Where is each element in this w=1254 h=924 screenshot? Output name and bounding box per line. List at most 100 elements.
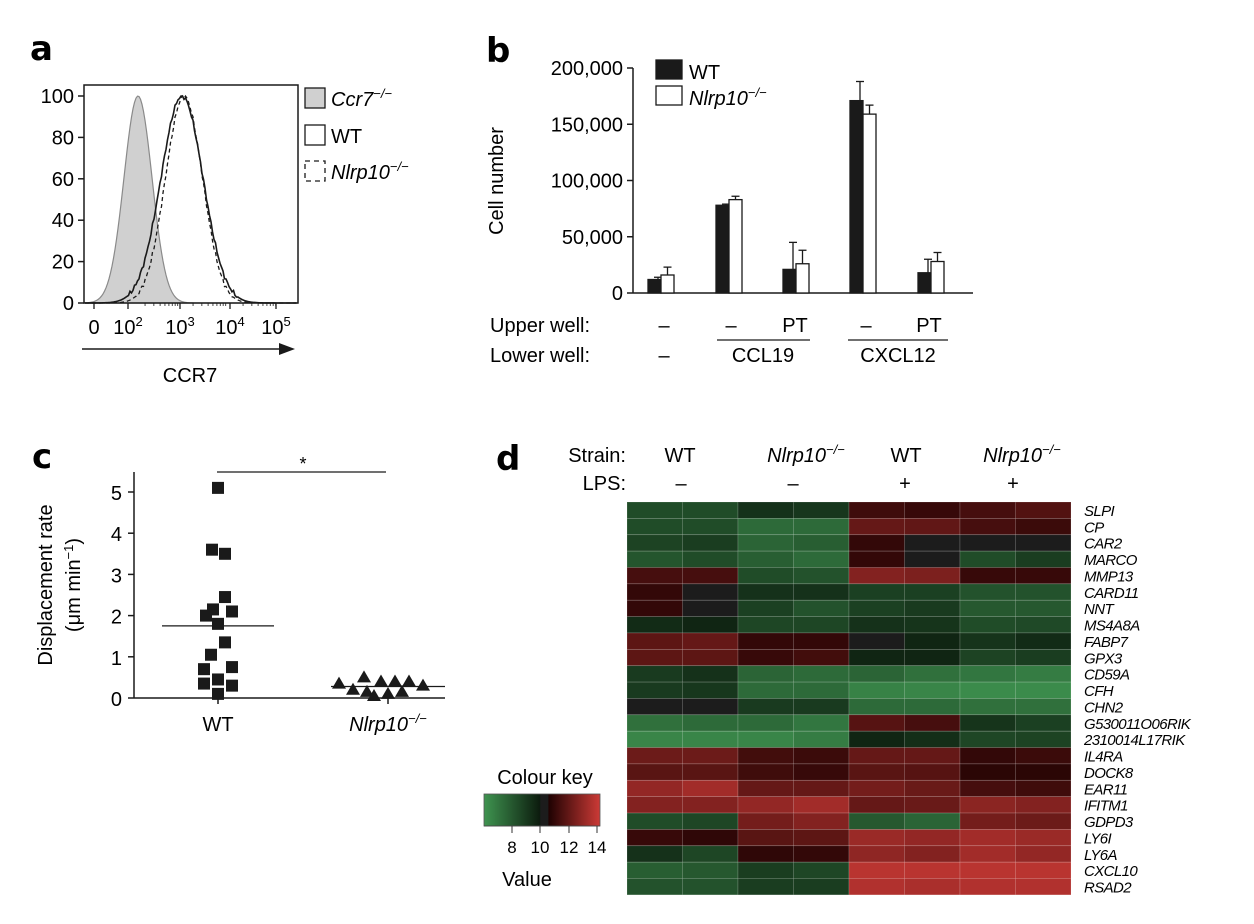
heatmap-cell <box>904 698 961 716</box>
y-tick-label: 0 <box>63 293 74 315</box>
y-tick-label: 0 <box>111 689 122 711</box>
strain-value: WT <box>890 445 921 467</box>
x-axis-ticks: 0 102 103 104 105 <box>88 303 291 339</box>
strain-value-text: WT <box>664 445 695 467</box>
bar-nlrp10-ko <box>862 113 877 294</box>
x-tick-label-text: 10 <box>261 317 283 339</box>
x-axis-label: CCR7 <box>163 365 217 387</box>
gene-label: IFITM1 <box>1084 798 1128 815</box>
heatmap-cell <box>626 829 683 847</box>
heatmap-cell <box>904 648 961 667</box>
heatmap-cell <box>904 796 961 814</box>
heatmap-cell <box>793 550 850 568</box>
heatmap-cell <box>793 714 850 732</box>
lps-value: + <box>1007 473 1019 495</box>
heatmap-cell <box>626 779 683 798</box>
heatmap-cell <box>1015 550 1072 568</box>
heatmap-cell <box>737 632 794 650</box>
colour-key-tick-label: 10 <box>531 838 550 857</box>
colour-key-title: Colour key <box>497 767 593 789</box>
heatmap-cell <box>682 698 739 716</box>
heatmap-cell <box>959 599 1016 617</box>
heatmap-cell <box>1015 829 1072 847</box>
heatmap-cell <box>682 763 739 781</box>
lps-value: + <box>899 473 911 495</box>
heatmap-cell <box>848 632 905 650</box>
gene-label: RSAD2 <box>1084 880 1132 897</box>
heatmap-cell <box>793 534 850 552</box>
heatmap-cell <box>626 632 683 650</box>
heatmap-cell <box>904 665 961 683</box>
y-tick-label: 5 <box>111 483 122 505</box>
heatmap-cell <box>737 616 794 634</box>
lps-label: LPS: <box>583 473 626 495</box>
heatmap-cell <box>848 534 905 552</box>
heatmap-cell <box>848 648 905 667</box>
heatmap-cell <box>793 698 850 716</box>
heatmap-cell <box>626 583 683 601</box>
bar-nlrp10-ko <box>660 274 675 294</box>
heatmap-cell <box>682 747 739 765</box>
data-point-square <box>219 591 231 604</box>
x-tick-label-text: WT <box>202 714 233 736</box>
bar-wt <box>647 278 662 294</box>
heatmap-cell <box>737 550 794 568</box>
panel-b-bar-chart: Cell number 0 50,000 100,000 150,000 200,000… <box>486 58 973 367</box>
heatmap-cell <box>848 714 905 732</box>
panel-letter-a: a <box>30 29 53 69</box>
data-point-triangle <box>416 678 430 691</box>
heatmap-cell <box>737 648 794 667</box>
heatmap-cell <box>737 796 794 814</box>
heatmap-cell <box>793 583 850 601</box>
data-point-triangle <box>381 686 395 699</box>
heatmap-cell <box>1015 665 1072 683</box>
gene-label: LY6A <box>1084 847 1118 864</box>
upper-well-value: PT <box>916 315 942 337</box>
heatmap-cell <box>848 616 905 634</box>
y-tick-label: 20 <box>52 252 74 274</box>
x-tick-label: Nlrp10−/− <box>349 711 427 736</box>
x-tick-label-text: 0 <box>88 317 99 339</box>
data-points <box>162 481 445 701</box>
gene-label: DOCK8 <box>1084 765 1134 782</box>
heatmap-cell <box>1015 779 1072 798</box>
heatmap-cell <box>626 763 683 781</box>
x-tick-label-superscript: −/− <box>408 711 427 726</box>
heatmap-cell <box>626 698 683 716</box>
heatmap-cell <box>959 501 1016 519</box>
y-tick-label: 150,000 <box>551 114 623 136</box>
heatmap-cell <box>793 829 850 847</box>
heatmap-cell <box>904 861 961 879</box>
data-point-square <box>212 687 224 700</box>
heatmap-cell <box>793 812 850 830</box>
strain-value: Nlrp10−/− <box>983 442 1061 467</box>
gene-label: NNT <box>1084 601 1115 618</box>
heatmap-cell <box>793 763 850 781</box>
heatmap-cell <box>737 779 794 798</box>
x-tick-label-text: Nlrp10 <box>349 714 408 736</box>
heatmap-cell <box>959 845 1016 863</box>
legend-label-text: Ccr7 <box>331 89 374 111</box>
panel-letter-b: b <box>486 31 510 71</box>
data-point-square <box>212 673 224 686</box>
heatmap-cell <box>904 779 961 798</box>
gene-label: CAR2 <box>1084 536 1123 553</box>
heatmap-cell <box>1015 681 1072 699</box>
heatmap-cell <box>682 714 739 732</box>
legend-label: Nlrp10−/− <box>689 85 767 110</box>
heatmap-cell <box>682 681 739 699</box>
heatmap-cell <box>793 845 850 863</box>
lower-well-value: CXCL12 <box>860 345 936 367</box>
x-tick-label-text: 10 <box>215 317 237 339</box>
heatmap-cell <box>626 616 683 634</box>
strain-value: WT <box>664 445 695 467</box>
heatmap-cell <box>793 796 850 814</box>
heatmap-cell <box>737 518 794 536</box>
heatmap-cell <box>793 648 850 667</box>
heatmap-cell <box>1015 648 1072 667</box>
heatmap-cell <box>737 534 794 552</box>
heatmap-cell <box>737 681 794 699</box>
panel-c-dot-plot: Displacement rate (μm min−1) 0 1 2 3 4 5 WT Nlr… <box>35 454 445 736</box>
